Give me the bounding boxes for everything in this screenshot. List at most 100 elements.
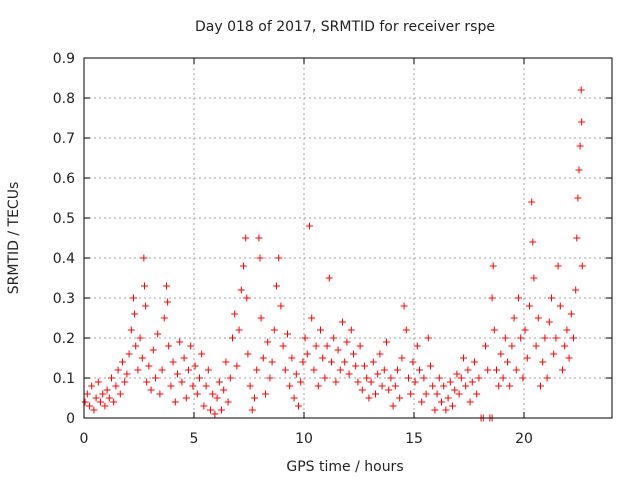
data-point [224, 398, 232, 406]
data-point [554, 262, 562, 270]
data-point [556, 302, 564, 310]
y-tick-label: 0.4 [53, 251, 75, 267]
data-point [97, 398, 104, 406]
data-point [125, 350, 133, 358]
data-point [167, 382, 175, 390]
data-point [222, 358, 230, 366]
data-point [367, 378, 375, 386]
data-point [358, 386, 366, 394]
data-point [431, 406, 439, 414]
data-point [517, 334, 525, 342]
y-tick-label: 0.8 [53, 91, 75, 107]
data-point [154, 330, 162, 338]
data-point [163, 282, 170, 290]
data-point [290, 394, 298, 402]
data-point [191, 362, 199, 370]
data-point [303, 350, 311, 358]
grid [84, 58, 612, 418]
data-point [268, 358, 276, 366]
data-point [356, 342, 364, 350]
data-point [352, 362, 360, 370]
data-point [440, 382, 448, 390]
data-point [193, 390, 201, 398]
data-point [508, 342, 516, 350]
data-point [308, 314, 316, 322]
data-point [244, 350, 252, 358]
data-point [94, 378, 102, 386]
data-point [295, 402, 302, 410]
data-point [506, 382, 514, 390]
data-point [374, 370, 382, 378]
data-point [143, 378, 151, 386]
data-point [561, 342, 569, 350]
data-point [90, 406, 98, 414]
y-tick-label: 0.6 [53, 171, 75, 187]
data-point [281, 366, 289, 374]
data-point [446, 378, 454, 386]
data-point [131, 310, 139, 318]
data-point [512, 366, 520, 374]
data-point [334, 346, 342, 354]
data-point [187, 342, 195, 350]
x-tick-label: 15 [405, 431, 423, 447]
data-point [577, 86, 585, 94]
data-point [488, 294, 496, 302]
data-point [541, 334, 549, 342]
data-point [550, 350, 558, 358]
data-point [420, 374, 428, 382]
data-point [301, 334, 309, 342]
data-point [530, 274, 538, 282]
data-point [273, 282, 280, 290]
data-point [297, 378, 305, 386]
data-point [413, 342, 421, 350]
y-tick-label: 0 [66, 411, 75, 427]
data-point [383, 338, 390, 346]
data-point [345, 370, 353, 378]
data-point [160, 314, 168, 322]
data-point [176, 338, 184, 346]
data-point [237, 286, 245, 294]
data-point [266, 374, 274, 382]
data-point [422, 390, 430, 398]
data-point [123, 370, 131, 378]
x-axis-label: GPS time / hours [286, 459, 403, 475]
data-point [134, 366, 142, 374]
data-point [464, 366, 472, 374]
data-point [323, 342, 331, 350]
data-point [330, 334, 338, 342]
data-point [570, 334, 577, 342]
data-point [411, 378, 419, 386]
data-point [83, 390, 91, 398]
data-point [277, 302, 285, 310]
data-point [433, 390, 441, 398]
data-point [229, 334, 236, 342]
data-point [207, 406, 214, 414]
data-point [286, 382, 294, 390]
data-point [521, 326, 529, 334]
data-point [178, 378, 186, 386]
data-point [142, 302, 150, 310]
data-point [255, 234, 263, 242]
data-point [526, 302, 533, 310]
data-point [407, 390, 415, 398]
data-point [365, 394, 373, 402]
chart-title: Day 018 of 2017, SRMTID for receiver rsp… [195, 19, 495, 35]
data-point [574, 194, 582, 202]
data-point [215, 378, 223, 386]
data-point [317, 326, 324, 334]
data-point [132, 342, 140, 350]
data-point [259, 354, 267, 362]
data-point [99, 390, 107, 398]
data-point [189, 382, 197, 390]
data-point [248, 406, 256, 414]
data-point [510, 314, 518, 322]
data-point [391, 382, 399, 390]
data-point [416, 366, 423, 374]
data-point [310, 366, 318, 374]
data-point [169, 358, 177, 366]
data-point [145, 362, 153, 370]
y-axis-label: SRMTID / TECUs [6, 182, 22, 295]
data-point [149, 346, 157, 354]
data-point [398, 354, 406, 362]
